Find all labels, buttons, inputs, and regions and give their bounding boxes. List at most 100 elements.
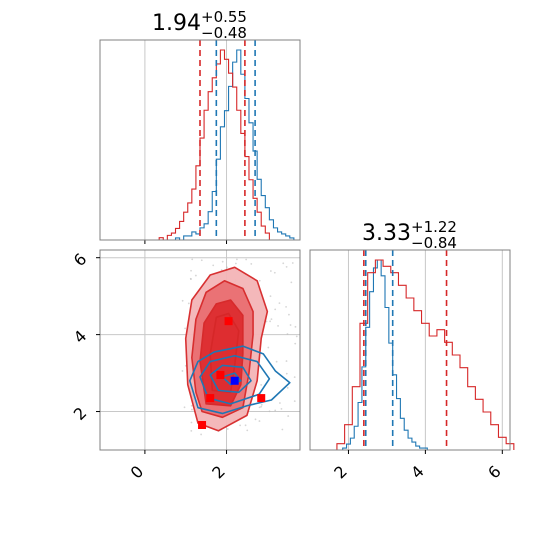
grid-bottom-right: [347, 250, 503, 450]
histogram-blue: [338, 259, 435, 451]
x-tick-label-0: 2: [330, 462, 351, 483]
scatter-point: [246, 429, 249, 432]
title-top-left: 1.94 +0.55 −0.48: [152, 8, 251, 42]
scatter-point: [286, 386, 289, 389]
red-marker-4: [224, 317, 233, 326]
quantile-lines-top-left: [199, 40, 256, 240]
x-tick-label-1: 2: [208, 462, 229, 483]
scatter-point: [239, 424, 242, 427]
scatter-point: [191, 258, 194, 261]
panel-bottom-right-histogram: 2 4 6 3.33 +1.22 −0.84: [309, 218, 515, 483]
scatter-point: [269, 295, 272, 298]
scatter-point: [181, 370, 184, 372]
title-bottom-right-value: 3.33: [362, 221, 411, 246]
scatter-point: [190, 429, 193, 432]
scatter-point: [190, 269, 192, 272]
scatter-point: [268, 410, 271, 413]
blue-contours: [188, 345, 291, 415]
scatter-point: [285, 372, 288, 375]
scatter-point: [181, 299, 184, 302]
blue-contour-0: [188, 345, 291, 415]
red-marker-0: [198, 421, 207, 429]
scatter-point: [244, 424, 247, 427]
red-marker-2: [206, 394, 215, 403]
x-tick-label-1: 4: [407, 462, 428, 483]
scatter-point: [250, 263, 253, 265]
y-tick-label-2: 6: [70, 249, 91, 270]
scatter-point: [295, 335, 298, 338]
scatter-point: [285, 360, 288, 362]
scatter-point: [187, 302, 190, 305]
plot-area-bottom-right: [310, 250, 510, 450]
scatter-point: [269, 270, 272, 272]
scatter-point: [260, 384, 263, 386]
scatter-point: [282, 262, 285, 265]
blue-contour-3: [221, 372, 242, 386]
histogram-blue: [171, 49, 298, 241]
scatter-point: [191, 408, 193, 411]
scatter-point: [183, 406, 186, 409]
scatter-point: [190, 421, 193, 424]
scatter-point: [293, 376, 296, 379]
scatter-point: [293, 400, 296, 403]
scatter-point: [267, 346, 270, 349]
scatter-point: [265, 320, 268, 323]
grid-top-left: [144, 40, 228, 244]
scatter-point: [254, 418, 257, 421]
scatter-point: [281, 428, 284, 431]
frame-bottom-right: [309, 249, 511, 451]
red-marker-1: [257, 394, 266, 403]
title-top-left-minus: −0.48: [201, 24, 247, 42]
scatter-point: [294, 342, 297, 345]
title-bottom-right-plus: +1.22: [411, 218, 457, 236]
y-tick-label-0: 2: [70, 403, 91, 424]
scatter-point: [278, 302, 281, 305]
scatter-point: [286, 333, 289, 335]
histograms-bottom-right: [329, 259, 515, 451]
scatter-point: [225, 266, 228, 269]
red-marker-3: [216, 371, 225, 379]
blue-contour-2: [209, 364, 252, 394]
scatter-point: [275, 360, 278, 363]
scatter-point: [288, 313, 290, 316]
y-tick-labels-bottom-left: 2 4 6: [70, 249, 100, 424]
scatter-point: [200, 259, 203, 262]
quantile-lines-bottom-right: [363, 250, 448, 450]
scatter-point: [258, 279, 261, 282]
scatter-point: [189, 277, 192, 280]
title-bottom-right-minus: −0.84: [411, 234, 457, 252]
scatter-point: [245, 258, 248, 261]
histogram-red: [329, 259, 515, 451]
scatter-point: [279, 402, 281, 404]
blue-marker-0: [230, 376, 239, 385]
scatter-point: [260, 405, 263, 408]
scatter-point: [291, 262, 294, 264]
frame-top-left: [99, 39, 301, 241]
markers-bottom-left: [198, 317, 266, 429]
title-top-left-plus: +0.55: [201, 8, 247, 26]
scatter-point: [285, 265, 288, 268]
scatter-point: [273, 271, 276, 274]
scatter-point: [290, 281, 293, 284]
scatter-point: [184, 327, 187, 330]
scatter-point: [287, 415, 290, 417]
scatter-point: [260, 403, 263, 406]
scatter-point: [258, 406, 261, 409]
scatter-point: [270, 318, 273, 321]
scatter-point: [294, 325, 297, 328]
scatter-point: [258, 420, 261, 422]
x-tick-label-0: 0: [127, 462, 148, 483]
x-tick-labels-bottom-right: 2 4 6: [330, 450, 505, 483]
scatter-point: [234, 262, 237, 265]
scatter-point: [289, 324, 292, 326]
histograms-top-left: [155, 49, 298, 241]
scatter-point: [277, 325, 279, 327]
scatter-point: [221, 260, 224, 263]
scatter-point: [200, 433, 203, 436]
scatter-point: [226, 428, 229, 430]
y-tick-label-1: 4: [70, 326, 91, 347]
